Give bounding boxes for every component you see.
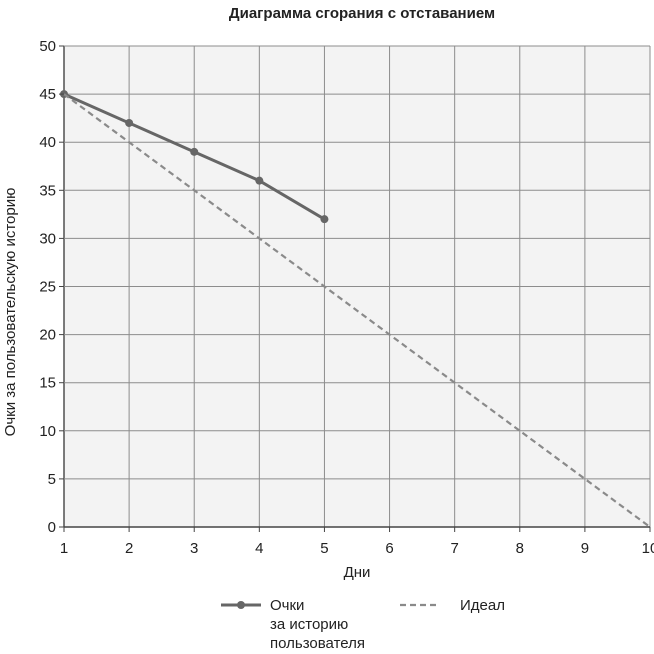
- legend: Очки за историю пользователя Идеал: [221, 597, 505, 652]
- x-tick-label: 9: [581, 540, 589, 557]
- y-tick-label: 5: [48, 471, 56, 488]
- legend-story-points-label: Очки за историю пользователя: [270, 597, 365, 652]
- x-axis-label: Дни: [344, 564, 371, 581]
- legend-label-line: пользователя: [270, 635, 365, 652]
- x-tick-label: 7: [450, 540, 458, 557]
- legend-label-line: Идеал: [460, 597, 505, 614]
- story-points-marker: [320, 215, 329, 224]
- y-tick-label: 50: [39, 38, 56, 55]
- x-tick-label: 4: [255, 540, 263, 557]
- story-points-marker: [190, 147, 199, 156]
- x-tick-label: 5: [320, 540, 328, 557]
- x-tick-label: 8: [516, 540, 524, 557]
- ticks-layer: 1234567891005101520253035404550: [39, 38, 654, 557]
- y-tick-label: 40: [39, 134, 56, 151]
- y-tick-label: 25: [39, 279, 56, 296]
- series-layer: [60, 90, 651, 528]
- chart-title: Диаграмма сгорания с отставанием: [229, 5, 495, 22]
- y-tick-label: 45: [39, 86, 56, 103]
- x-tick-label: 10: [642, 540, 654, 557]
- x-tick-label: 6: [385, 540, 393, 557]
- grid: [63, 45, 651, 528]
- y-tick-label: 20: [39, 327, 56, 344]
- legend-ideal-label: Идеал: [460, 597, 505, 614]
- story-points-marker: [125, 118, 134, 127]
- legend-marker: [237, 601, 245, 609]
- x-tick-label: 1: [60, 540, 68, 557]
- legend-label-line: Очки: [270, 597, 304, 614]
- y-tick-label: 15: [39, 375, 56, 392]
- x-tick-label: 2: [125, 540, 133, 557]
- story-points-marker: [255, 176, 264, 185]
- y-tick-label: 35: [39, 182, 56, 199]
- y-axis-label: Очки за пользовательскую историю: [2, 188, 19, 437]
- y-tick-label: 0: [48, 519, 56, 536]
- ideal-line: [63, 93, 651, 528]
- y-tick-label: 30: [39, 230, 56, 247]
- x-tick-label: 3: [190, 540, 198, 557]
- legend-label-line: за историю: [270, 616, 348, 633]
- y-tick-label: 10: [39, 423, 56, 440]
